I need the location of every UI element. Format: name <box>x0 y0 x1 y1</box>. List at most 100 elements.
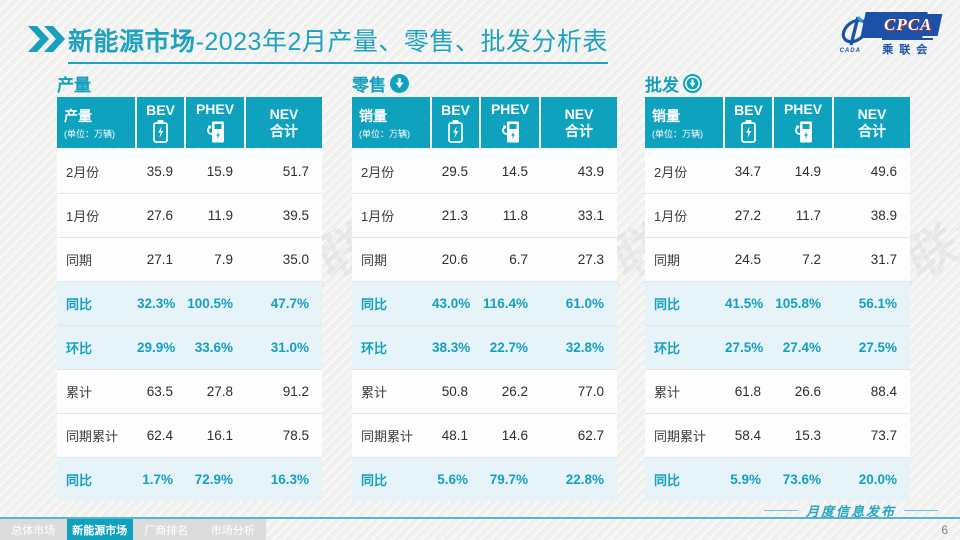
cell-value: 73.6% <box>782 472 821 487</box>
table-row: 2月份 29.5 14.5 43.9 <box>352 150 617 193</box>
note-dash-right <box>904 510 938 511</box>
row-label: 同比 <box>66 473 93 488</box>
cell-value: 20.6 <box>441 252 468 267</box>
cell-value: 16.1 <box>206 428 233 443</box>
header-cell-nev: NEV 合计 <box>541 97 617 148</box>
cell-value: 33.6% <box>194 340 233 355</box>
metric-unit: (单位：万辆) <box>359 128 410 139</box>
arrow-down-circle-ring-icon <box>683 74 702 93</box>
cell-value: 27.1 <box>146 252 173 267</box>
table-header-row: 产量 (单位：万辆) BEV PHEV NEV 合计 <box>57 97 322 148</box>
column-label2: 合计 <box>858 122 886 139</box>
header-cell-metric: 销量 (单位：万辆) <box>352 97 430 148</box>
header-cell-nev: NEV 合计 <box>834 97 910 148</box>
table-row: 1月份 27.6 11.9 39.5 <box>57 193 322 237</box>
cell-value: 63.5 <box>146 384 173 399</box>
cell-value: 41.5% <box>725 296 764 311</box>
table-production: 产量 产量 (单位：万辆) BEV PHEV NEV 合计 2月份 35.9 15.9 51.7 1月… <box>57 70 322 501</box>
table-row: 同比 41.5% 105.8% 56.1% <box>645 281 910 325</box>
cell-value: 91.2 <box>282 384 309 399</box>
row-label: 同期 <box>654 253 681 268</box>
row-label: 同期 <box>66 253 93 268</box>
cell-value: 79.7% <box>489 472 528 487</box>
cell-value: 100.5% <box>187 296 233 311</box>
column-label: NEV <box>857 106 887 123</box>
table-wholesale: 批发 销量 (单位：万辆) BEV PHEV NEV 合计 2月份 34.7 14.9 49.6 1月… <box>645 70 910 501</box>
cell-value: 27.2 <box>734 208 761 223</box>
cell-value: 5.6% <box>437 472 468 487</box>
column-label2: 合计 <box>565 122 593 139</box>
cell-value: 15.3 <box>794 428 821 443</box>
cell-value: 35.9 <box>146 164 173 179</box>
table-row: 累计 63.5 27.8 91.2 <box>57 369 322 413</box>
table-row: 2月份 35.9 15.9 51.7 <box>57 150 322 193</box>
cell-value: 1.7% <box>142 472 173 487</box>
row-label: 2月份 <box>361 165 395 180</box>
row-label: 同比 <box>654 473 681 488</box>
cpca-band: CPCA <box>873 14 943 36</box>
cell-value: 47.7% <box>270 296 309 311</box>
note-text: 月度信息发布 <box>805 504 896 519</box>
row-label: 1月份 <box>361 209 395 224</box>
battery-icon <box>153 120 168 143</box>
row-label: 累计 <box>66 385 93 400</box>
tab-overall-market[interactable]: 总体市场 <box>11 524 56 537</box>
section-title: 产量 <box>57 76 91 95</box>
cell-value: 27.3 <box>577 252 604 267</box>
table-row: 1月份 21.3 11.8 33.1 <box>352 193 617 237</box>
page-title: 新能源市场-2023年2月产量、零售、批发分析表 <box>68 22 608 64</box>
row-label: 同期累计 <box>66 429 119 444</box>
row-label: 同比 <box>66 297 93 312</box>
cell-value: 21.3 <box>441 208 468 223</box>
metric-title: 销量 <box>359 107 387 124</box>
cell-value: 50.8 <box>441 384 468 399</box>
page-number: 6 <box>941 523 948 537</box>
page-title-bold: 新能源市场 <box>68 28 196 56</box>
header-cell-bev: BEV <box>725 97 772 148</box>
cell-value: 61.8 <box>734 384 761 399</box>
org-name: 乘联会 <box>882 38 934 57</box>
footer-tab-bar: 总体市场 新能源市场 厂商排名 市场分析 <box>0 519 266 540</box>
tab-nev-market[interactable]: 新能源市场 <box>66 519 133 540</box>
table-body: 2月份 35.9 15.9 51.7 1月份 27.6 11.9 39.5 同期 27.1 7.9 3… <box>57 150 322 501</box>
tab-market-analysis[interactable]: 市场分析 <box>210 524 255 537</box>
table-row: 同比 32.3% 100.5% 47.7% <box>57 281 322 325</box>
cell-value: 62.4 <box>146 428 173 443</box>
header-cell-phev: PHEV <box>481 97 539 148</box>
row-label: 同比 <box>361 473 388 488</box>
column-label: NEV <box>269 106 299 123</box>
section-title: 零售 <box>352 76 386 95</box>
row-label: 1月份 <box>654 209 688 224</box>
battery-icon <box>741 120 756 143</box>
column-label: PHEV <box>783 101 823 118</box>
cell-value: 27.4% <box>782 340 821 355</box>
column-label: PHEV <box>195 101 235 118</box>
footer-divider <box>0 517 960 519</box>
cell-value: 11.9 <box>207 208 233 223</box>
header-cell-metric: 产量 (单位：万辆) <box>57 97 135 148</box>
arrow-down-circle-filled-icon <box>390 74 409 93</box>
tab-oem-ranking[interactable]: 厂商排名 <box>144 524 189 537</box>
cell-value: 32.8% <box>565 340 604 355</box>
cell-value: 116.4% <box>482 296 528 311</box>
cell-value: 32.3% <box>137 296 176 311</box>
row-label: 同期累计 <box>654 429 707 444</box>
row-label: 累计 <box>361 385 388 400</box>
cell-value: 34.7 <box>734 164 761 179</box>
cell-value: 29.9% <box>137 340 176 355</box>
charger-icon <box>792 120 814 144</box>
cell-value: 26.6 <box>794 384 821 399</box>
cpca-logo: CADA CPCA 乘联会 <box>838 14 943 57</box>
row-label: 同期累计 <box>361 429 414 444</box>
table-row: 同期 20.6 6.7 27.3 <box>352 237 617 281</box>
table-row: 2月份 34.7 14.9 49.6 <box>645 150 910 193</box>
header-cell-bev: BEV <box>137 97 184 148</box>
cell-value: 27.5% <box>858 340 897 355</box>
cell-value: 14.5 <box>501 164 528 179</box>
cell-value: 14.9 <box>794 164 821 179</box>
table-row: 环比 29.9% 33.6% 31.0% <box>57 325 322 369</box>
cell-value: 11.7 <box>795 208 821 223</box>
table-row: 环比 27.5% 27.4% 27.5% <box>645 325 910 369</box>
cell-value: 22.8% <box>565 472 604 487</box>
